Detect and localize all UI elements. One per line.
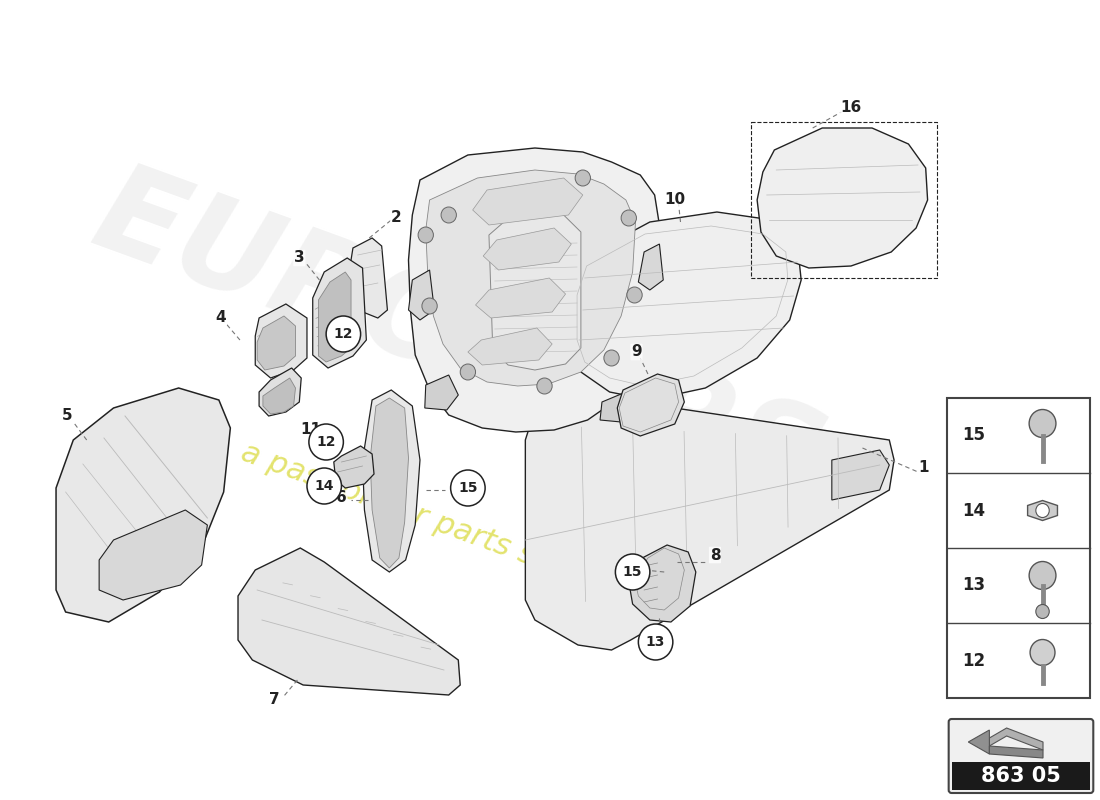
Polygon shape — [473, 178, 583, 225]
Circle shape — [307, 468, 341, 504]
Circle shape — [604, 350, 619, 366]
Text: 13: 13 — [646, 635, 666, 649]
Text: 2: 2 — [390, 210, 402, 226]
Circle shape — [1030, 410, 1056, 438]
Polygon shape — [475, 278, 565, 318]
Circle shape — [627, 287, 642, 303]
Polygon shape — [425, 375, 459, 410]
Text: 8: 8 — [710, 547, 720, 562]
Text: 15: 15 — [623, 565, 642, 579]
Text: 12: 12 — [317, 435, 336, 449]
Polygon shape — [488, 210, 581, 370]
Polygon shape — [968, 730, 989, 754]
Text: 13: 13 — [962, 577, 986, 594]
Polygon shape — [989, 746, 1043, 758]
Circle shape — [460, 364, 475, 380]
Text: 14: 14 — [315, 479, 334, 493]
Polygon shape — [426, 170, 636, 386]
Text: 11: 11 — [300, 422, 321, 438]
Circle shape — [1030, 639, 1055, 666]
Circle shape — [1036, 605, 1049, 618]
Circle shape — [1036, 503, 1049, 518]
Polygon shape — [757, 128, 927, 268]
Text: 16: 16 — [840, 101, 861, 115]
Polygon shape — [257, 316, 296, 370]
Polygon shape — [1027, 501, 1057, 521]
Bar — [952, 762, 1090, 790]
Text: 12: 12 — [333, 327, 353, 341]
Text: 12: 12 — [962, 651, 986, 670]
Polygon shape — [408, 148, 659, 432]
Polygon shape — [989, 728, 1043, 750]
Polygon shape — [319, 272, 351, 362]
Polygon shape — [260, 368, 301, 416]
Polygon shape — [526, 390, 894, 650]
Text: 4: 4 — [216, 310, 227, 326]
Text: 10: 10 — [664, 193, 685, 207]
Circle shape — [537, 378, 552, 394]
Circle shape — [575, 170, 591, 186]
Text: EUROCARS: EUROCARS — [78, 153, 838, 527]
Polygon shape — [408, 270, 435, 320]
Polygon shape — [312, 258, 366, 368]
Text: 5: 5 — [63, 409, 73, 423]
FancyBboxPatch shape — [948, 719, 1093, 793]
Polygon shape — [56, 388, 230, 622]
Circle shape — [621, 210, 637, 226]
Polygon shape — [333, 446, 374, 488]
Text: 863 05: 863 05 — [981, 766, 1060, 786]
Polygon shape — [468, 328, 552, 365]
Text: 1: 1 — [918, 461, 930, 475]
Circle shape — [418, 227, 433, 243]
Polygon shape — [571, 212, 801, 400]
Circle shape — [326, 316, 361, 352]
Polygon shape — [238, 548, 460, 695]
Text: 15: 15 — [458, 481, 477, 495]
Circle shape — [422, 298, 437, 314]
Polygon shape — [483, 228, 571, 270]
Text: 6: 6 — [337, 490, 346, 506]
Polygon shape — [832, 450, 889, 500]
Circle shape — [615, 554, 650, 590]
Polygon shape — [363, 390, 420, 572]
Text: a passion for parts since 1985: a passion for parts since 1985 — [236, 438, 680, 622]
Bar — [947, 398, 1090, 698]
Polygon shape — [617, 374, 684, 436]
Circle shape — [451, 470, 485, 506]
Text: 14: 14 — [962, 502, 986, 519]
Polygon shape — [255, 304, 307, 378]
Text: 7: 7 — [270, 693, 279, 707]
Text: 9: 9 — [631, 345, 641, 359]
Polygon shape — [638, 244, 663, 290]
Circle shape — [441, 207, 456, 223]
Polygon shape — [99, 510, 208, 600]
Polygon shape — [351, 238, 387, 318]
Text: 3: 3 — [294, 250, 305, 266]
Polygon shape — [600, 392, 636, 422]
Polygon shape — [371, 398, 408, 568]
Polygon shape — [629, 545, 696, 622]
Circle shape — [309, 424, 343, 460]
Polygon shape — [263, 378, 296, 414]
Text: 15: 15 — [962, 426, 986, 445]
Circle shape — [1030, 562, 1056, 590]
Circle shape — [638, 624, 673, 660]
